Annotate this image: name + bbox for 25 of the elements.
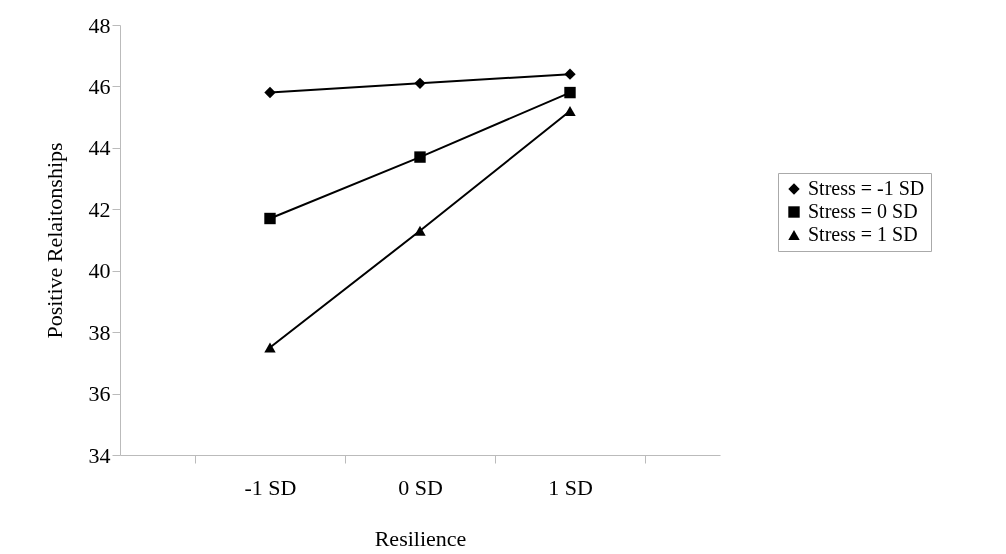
point bbox=[564, 106, 576, 116]
legend-label: Stress = 1 SD bbox=[808, 223, 918, 245]
y-tick-label: 42 bbox=[88, 196, 111, 222]
point bbox=[264, 86, 276, 99]
point bbox=[414, 77, 426, 90]
point bbox=[414, 151, 426, 163]
y-tick-label: 38 bbox=[88, 319, 111, 345]
y-tick-label: 34 bbox=[88, 442, 111, 468]
x-tick-label: 1 SD bbox=[548, 474, 593, 500]
y-tick-label: 46 bbox=[88, 73, 111, 99]
legend-label: Stress = 0 SD bbox=[808, 200, 918, 222]
y-tick-label: 36 bbox=[88, 381, 111, 407]
x-tick-label: -1 SD bbox=[244, 474, 297, 500]
point bbox=[564, 68, 576, 80]
point bbox=[564, 86, 576, 99]
legend-label: Stress = -1 SD bbox=[808, 177, 925, 199]
point bbox=[414, 225, 426, 236]
y-tick-label: 44 bbox=[88, 135, 111, 161]
y-tick-label: 48 bbox=[88, 12, 111, 38]
point bbox=[264, 342, 276, 353]
point bbox=[264, 212, 276, 225]
x-axis-title: Resilience bbox=[374, 525, 467, 551]
x-tick-label: 0 SD bbox=[398, 474, 443, 500]
y-axis-title: Positive Relaitonships bbox=[41, 142, 67, 339]
y-tick-label: 40 bbox=[88, 258, 111, 284]
